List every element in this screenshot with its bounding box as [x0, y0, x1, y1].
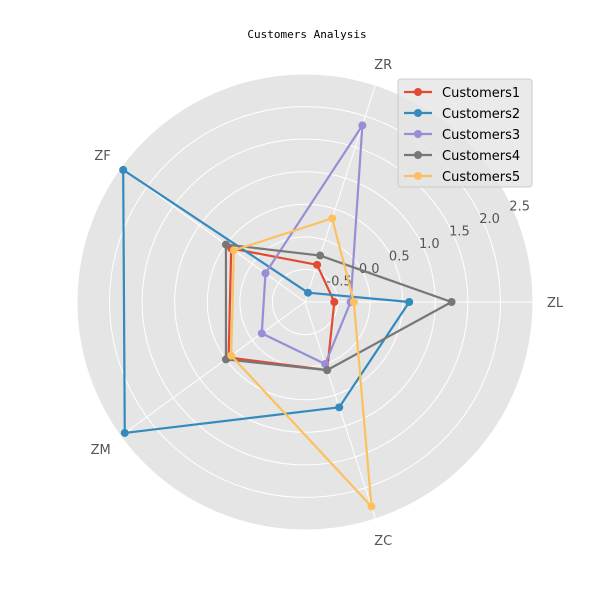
- data-point: [257, 329, 266, 338]
- legend-entry: Customers5: [442, 170, 520, 185]
- legend-marker: [414, 109, 422, 117]
- data-point: [304, 288, 313, 297]
- legend-marker: [414, 88, 422, 96]
- legend: Customers1 Customers2 Customers3 Customers4…: [397, 78, 533, 188]
- category-label-zc: ZC: [374, 534, 392, 549]
- data-point: [261, 269, 270, 278]
- radial-tick-label: -0.5: [326, 275, 351, 290]
- radial-tick-labels: -0.5 0.0 0.5 1.0 1.5 2.0 2.5: [326, 200, 530, 290]
- radial-tick-label: 2.5: [509, 200, 530, 215]
- data-point: [358, 121, 367, 130]
- series-layer: [119, 121, 456, 511]
- legend-marker: [414, 130, 422, 138]
- radial-tick-label: 0.0: [359, 262, 380, 277]
- data-point: [335, 403, 344, 412]
- data-point: [349, 298, 358, 306]
- data-point: [229, 246, 238, 255]
- legend-entry: Customers3: [442, 128, 520, 143]
- data-point: [447, 298, 456, 306]
- chart-title: Customers Analysis: [247, 28, 366, 41]
- data-point: [120, 428, 129, 437]
- grid-spoke: [120, 301, 306, 437]
- radial-tick-label: 0.5: [389, 250, 410, 265]
- legend-marker: [414, 172, 422, 180]
- series-customers2: [119, 165, 414, 437]
- data-point: [367, 502, 376, 511]
- category-labels: ZL ZR ZF ZM ZC: [91, 58, 564, 549]
- radial-tick-label: 1.0: [419, 237, 440, 252]
- radial-tick-label: 2.0: [479, 212, 500, 227]
- data-point: [227, 351, 236, 360]
- series-customers3: [257, 121, 367, 368]
- radial-tick-label: 1.5: [449, 225, 470, 240]
- series-line: [260, 124, 364, 366]
- legend-box: [397, 78, 533, 188]
- data-point: [323, 366, 332, 375]
- data-point: [221, 240, 230, 249]
- category-label-zf: ZF: [94, 149, 110, 164]
- data-point: [321, 359, 330, 368]
- series-line: [122, 168, 411, 435]
- data-point: [316, 251, 325, 260]
- legend-marker: [414, 151, 422, 159]
- data-point: [119, 165, 128, 174]
- series-customers5: [227, 214, 376, 511]
- category-label-zr: ZR: [374, 58, 392, 73]
- category-label-zl: ZL: [547, 296, 564, 311]
- grid-spoke: [120, 167, 306, 303]
- data-point: [328, 214, 337, 223]
- series-customers4: [221, 240, 456, 375]
- series-line: [230, 217, 373, 508]
- legend-entry: Customers2: [442, 107, 520, 122]
- legend-entry: Customers4: [442, 149, 520, 164]
- data-point: [313, 260, 322, 269]
- category-label-zm: ZM: [91, 443, 111, 458]
- series-line: [224, 243, 453, 372]
- data-point: [330, 298, 339, 306]
- data-point: [405, 298, 414, 306]
- legend-entry: Customers1: [442, 86, 520, 101]
